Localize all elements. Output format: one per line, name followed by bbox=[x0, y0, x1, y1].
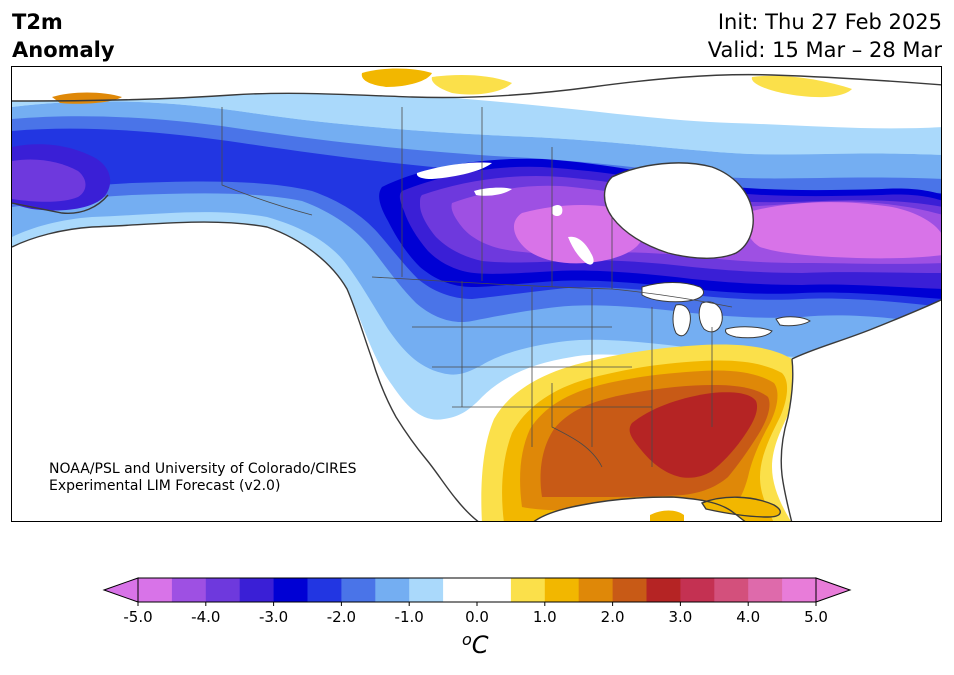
colorbar: -5.0 -4.0 -3.0 -2.0 -1.0 0.0 1.0 2.0 3.0 4.0 5.0 o… bbox=[0, 570, 954, 671]
anomaly-map bbox=[11, 66, 942, 522]
anomaly-band-warm-25 bbox=[629, 392, 758, 478]
colorbar-boxes bbox=[102, 577, 852, 603]
colorbar-swatch bbox=[748, 578, 783, 602]
colorbar-tick-label: 4.0 bbox=[736, 608, 760, 626]
colorbar-swatch bbox=[205, 578, 241, 602]
colorbar-swatch bbox=[138, 578, 173, 602]
arctic-warm-patch-3 bbox=[751, 75, 852, 98]
colorbar-ticks: -5.0 -4.0 -3.0 -2.0 -1.0 0.0 1.0 2.0 3.0 4.0 5.0 bbox=[123, 602, 828, 626]
political-borders bbox=[221, 107, 733, 468]
colorbar-swatch bbox=[646, 578, 681, 602]
colorbar-swatch bbox=[273, 578, 308, 602]
atlantic-ocean bbox=[781, 299, 941, 521]
colorbar-unit: oC bbox=[462, 630, 489, 659]
colorbar-tick-label: 2.0 bbox=[601, 608, 625, 626]
yucatan-warm bbox=[650, 510, 684, 521]
colorbar-under-arrow bbox=[102, 577, 139, 603]
hudson-bay bbox=[604, 162, 754, 259]
attribution-line-2: Experimental LIM Forecast (v2.0) bbox=[49, 478, 281, 494]
colorbar-tick-label: -1.0 bbox=[395, 608, 424, 626]
valid-period: Valid: 15 Mar – 28 Mar bbox=[707, 38, 942, 62]
title-line-2: Anomaly bbox=[12, 38, 115, 62]
colorbar-tick-label: -4.0 bbox=[191, 608, 220, 626]
anomaly-band-arctic-cold05 bbox=[12, 88, 941, 155]
pacific-ocean bbox=[12, 222, 478, 521]
colorbar-swatch bbox=[782, 578, 817, 602]
colorbar-swatch bbox=[477, 578, 512, 602]
colorbar-swatch bbox=[409, 578, 444, 602]
colorbar-swatch bbox=[375, 578, 410, 602]
colorbar-swatch bbox=[612, 578, 647, 602]
colorbar-tick-label: 0.0 bbox=[465, 608, 489, 626]
colorbar-tick-label: -3.0 bbox=[259, 608, 288, 626]
colorbar-swatch bbox=[714, 578, 749, 602]
colorbar-swatch bbox=[510, 578, 546, 602]
anomaly-map-canvas bbox=[12, 67, 941, 521]
unit-superscript: o bbox=[462, 630, 472, 649]
colorbar-swatch bbox=[307, 578, 342, 602]
colorbar-swatch bbox=[680, 578, 715, 602]
map-title: T2m Anomaly bbox=[12, 8, 115, 64]
colorbar-swatch bbox=[239, 578, 275, 602]
colorbar-swatch bbox=[578, 578, 614, 602]
great-lakes bbox=[641, 282, 811, 339]
attribution-line-1: NOAA/PSL and University of Colorado/CIRE… bbox=[49, 461, 357, 477]
colorbar-swatch bbox=[443, 578, 478, 602]
northern-lakes bbox=[416, 162, 594, 265]
colorbar-tick-label: 3.0 bbox=[668, 608, 692, 626]
colorbar-swatch bbox=[341, 578, 376, 602]
colorbar-tick-label: -2.0 bbox=[327, 608, 356, 626]
colorbar-over-arrow bbox=[815, 577, 852, 603]
colorbar-swatch bbox=[544, 578, 580, 602]
gulf-of-mexico bbox=[534, 497, 745, 521]
colorbar-tick-label: 1.0 bbox=[533, 608, 557, 626]
arctic-warm-patch-2 bbox=[431, 75, 512, 95]
arctic-warm-patch-1 bbox=[361, 68, 432, 87]
colorbar-swatch bbox=[171, 578, 207, 602]
attribution-text: NOAA/PSL and University of Colorado/CIRE… bbox=[49, 461, 357, 495]
colorbar-tick-label: -5.0 bbox=[123, 608, 152, 626]
colorbar-tick-label: 5.0 bbox=[804, 608, 828, 626]
forecast-dates: Init: Thu 27 Feb 2025 Valid: 15 Mar – 28… bbox=[708, 8, 942, 64]
init-date: Init: Thu 27 Feb 2025 bbox=[717, 10, 942, 34]
colorbar-svg: -5.0 -4.0 -3.0 -2.0 -1.0 0.0 1.0 2.0 3.0 4.0 5.0 o… bbox=[102, 577, 852, 659]
unit-letter: C bbox=[472, 631, 489, 659]
anomaly-band-cold-alaska-core bbox=[12, 159, 86, 202]
title-line-1: T2m bbox=[12, 10, 63, 34]
